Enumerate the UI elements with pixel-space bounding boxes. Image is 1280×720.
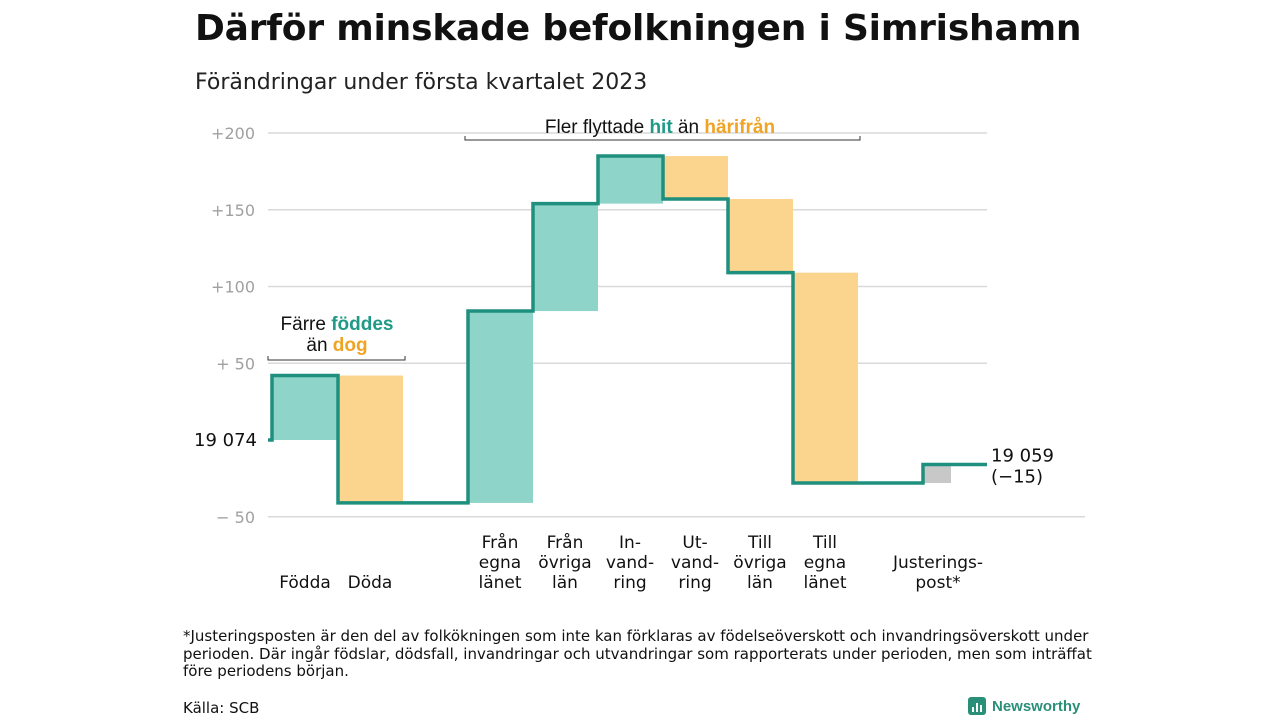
category-label: Från xyxy=(482,532,519,553)
category-label: Födda xyxy=(279,573,331,593)
y-tick-label: − 50 xyxy=(216,508,255,527)
category-label: Från xyxy=(547,532,584,553)
brand-name: Newsworthy xyxy=(992,697,1081,715)
migration-bracket xyxy=(464,136,861,141)
category-label: övriga xyxy=(538,553,591,573)
births-deaths-bracket xyxy=(267,356,406,361)
y-tick-label: +200 xyxy=(211,124,255,143)
bar-4 xyxy=(598,156,663,204)
bar-0 xyxy=(272,375,337,440)
footnote: *Justeringsposten är den del av folkökni… xyxy=(183,627,1092,680)
category-label: vand- xyxy=(671,553,719,573)
category-label: ring xyxy=(613,573,646,593)
category-label: län xyxy=(552,573,578,593)
births-deaths-annotation-line1: Färre föddes xyxy=(281,314,394,335)
category-label: Till xyxy=(747,533,772,553)
bar-1 xyxy=(338,375,403,503)
category-label: Döda xyxy=(348,573,393,593)
y-tick-label: +150 xyxy=(211,201,255,220)
chart-subtitle: Förändringar under första kvartalet 2023 xyxy=(195,70,648,95)
bar-6 xyxy=(728,199,793,273)
waterfall-chart: +200 +150 +100 + 50 − 50 19 074 19 059(−15) Föd… xyxy=(194,117,1085,593)
start-value-label: 19 074 xyxy=(194,430,257,451)
cumulative-step-line xyxy=(268,154,987,505)
category-label: övriga xyxy=(733,553,786,573)
bar-2 xyxy=(468,311,533,503)
bar-chart-icon xyxy=(968,697,986,715)
category-label: Ut- xyxy=(682,533,707,553)
end-value-label: 19 059 xyxy=(991,446,1054,467)
newsworthy-logo: Newsworthy xyxy=(968,697,1080,715)
category-label: Till xyxy=(812,533,837,553)
migration-annotation: Fler flyttade hit än härifrån xyxy=(545,117,775,138)
category-label: Justerings- xyxy=(892,553,983,573)
category-label: egna xyxy=(479,553,521,573)
category-label: post* xyxy=(915,573,960,593)
source-note: Källa: SCB xyxy=(183,699,260,717)
end-change-label: (−15) xyxy=(991,467,1043,488)
bar-7 xyxy=(793,272,858,483)
y-tick-label: +100 xyxy=(211,278,255,297)
category-label: länet xyxy=(803,573,846,593)
category-label: egna xyxy=(804,553,846,573)
category-label: vand- xyxy=(606,553,654,573)
category-label: ring xyxy=(678,573,711,593)
y-tick-label: + 50 xyxy=(216,354,255,373)
bar-3 xyxy=(533,203,598,312)
category-label: länet xyxy=(478,573,521,593)
bar-5 xyxy=(663,156,728,200)
category-label: In- xyxy=(619,533,641,553)
bar-8 xyxy=(923,464,951,483)
chart-title: Därför minskade befolkningen i Simrisham… xyxy=(195,8,1082,49)
category-label: län xyxy=(747,573,773,593)
births-deaths-annotation-line2: än dog xyxy=(306,335,367,356)
